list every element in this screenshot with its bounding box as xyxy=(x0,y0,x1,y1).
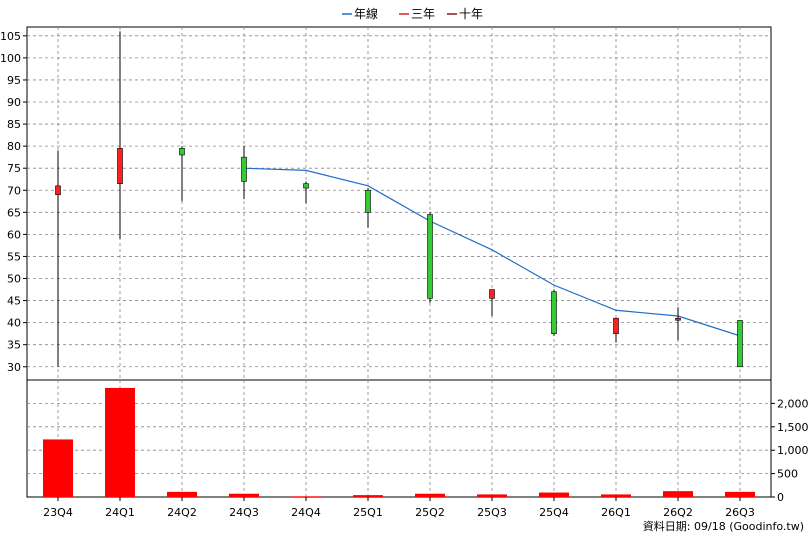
volume-plot-area xyxy=(26,379,772,498)
candles xyxy=(55,31,743,368)
x-tick-label: 24Q3 xyxy=(229,506,259,519)
candle-body xyxy=(675,317,681,321)
x-tick-label: 24Q2 xyxy=(167,506,197,519)
price-y-ticks: 30 35 40 45 50 55 60 65 70 75 80 85 90 95 100 105 xyxy=(0,30,27,374)
volume-bars xyxy=(43,387,755,497)
x-tick-label: 25Q2 xyxy=(415,506,445,519)
candle-body xyxy=(179,148,185,156)
price-tick-label: 70 xyxy=(7,184,21,197)
candle-body xyxy=(613,317,619,334)
candle-body xyxy=(737,320,743,368)
x-tick-label: 25Q3 xyxy=(477,506,507,519)
x-tick-label: 26Q2 xyxy=(663,506,693,519)
candle-body xyxy=(241,156,247,182)
price-tick-label: 80 xyxy=(7,140,21,153)
price-tick-label: 40 xyxy=(7,317,21,330)
volume-bar xyxy=(105,387,135,497)
price-tick-label: 95 xyxy=(7,74,21,87)
volume-bar xyxy=(725,491,755,497)
volume-tick-label: 0 xyxy=(777,491,784,504)
source-label: 資料日期: 09/18 (Goodinfo.tw) xyxy=(643,519,804,533)
x-axis-ticks: 23Q4 24Q1 24Q2 24Q3 24Q4 25Q1 25Q2 25Q3 25Q4 26Q1… xyxy=(43,497,755,519)
x-tick-label: 26Q1 xyxy=(601,506,631,519)
volume-tick-label: 1,500 xyxy=(777,421,808,434)
x-tick-label: 25Q4 xyxy=(539,506,569,519)
price-tick-label: 75 xyxy=(7,162,21,175)
legend: 年線 三年 十年 xyxy=(342,6,483,21)
volume-grid xyxy=(27,380,771,497)
candle-body xyxy=(365,189,371,213)
price-tick-label: 30 xyxy=(7,361,21,374)
annual-line xyxy=(243,167,741,337)
x-tick-label: 24Q1 xyxy=(105,506,135,519)
candle-body xyxy=(489,289,495,299)
volume-bar xyxy=(229,493,259,497)
volume-tick-label: 2,000 xyxy=(777,397,808,410)
volume-bar xyxy=(663,491,693,497)
x-tick-label: 24Q4 xyxy=(291,506,321,519)
price-tick-label: 60 xyxy=(7,228,21,241)
volume-bar xyxy=(353,495,383,497)
legend-label: 三年 xyxy=(411,7,435,21)
candle-body xyxy=(55,185,61,195)
price-tick-label: 85 xyxy=(7,118,21,131)
annual-line-series xyxy=(243,167,741,337)
price-tick-label: 65 xyxy=(7,206,21,219)
price-tick-label: 50 xyxy=(7,273,21,286)
candle-body xyxy=(303,183,309,189)
candle-body xyxy=(427,214,433,299)
legend-label: 十年 xyxy=(459,7,483,21)
volume-bar xyxy=(43,439,73,497)
x-tick-label: 23Q4 xyxy=(43,506,73,519)
volume-bar xyxy=(167,491,197,497)
volume-tick-label: 1,000 xyxy=(777,444,808,457)
candle-body xyxy=(117,148,123,184)
volume-bar xyxy=(601,494,631,497)
price-tick-label: 100 xyxy=(0,52,21,65)
candle-body xyxy=(551,291,557,334)
price-tick-label: 55 xyxy=(7,250,21,263)
price-tick-label: 105 xyxy=(0,30,21,43)
x-tick-label: 25Q1 xyxy=(353,506,383,519)
volume-y-ticks: 0 500 1,000 1,500 2,000 xyxy=(771,397,808,504)
volume-bar xyxy=(291,496,321,497)
price-tick-label: 45 xyxy=(7,295,21,308)
volume-bar xyxy=(539,492,569,497)
volume-bar xyxy=(477,494,507,497)
volume-tick-label: 500 xyxy=(777,468,798,481)
legend-label: 年線 xyxy=(354,6,378,21)
price-tick-label: 35 xyxy=(7,339,21,352)
x-tick-label: 26Q3 xyxy=(725,506,755,519)
price-tick-label: 90 xyxy=(7,96,21,109)
volume-bar xyxy=(415,493,445,497)
